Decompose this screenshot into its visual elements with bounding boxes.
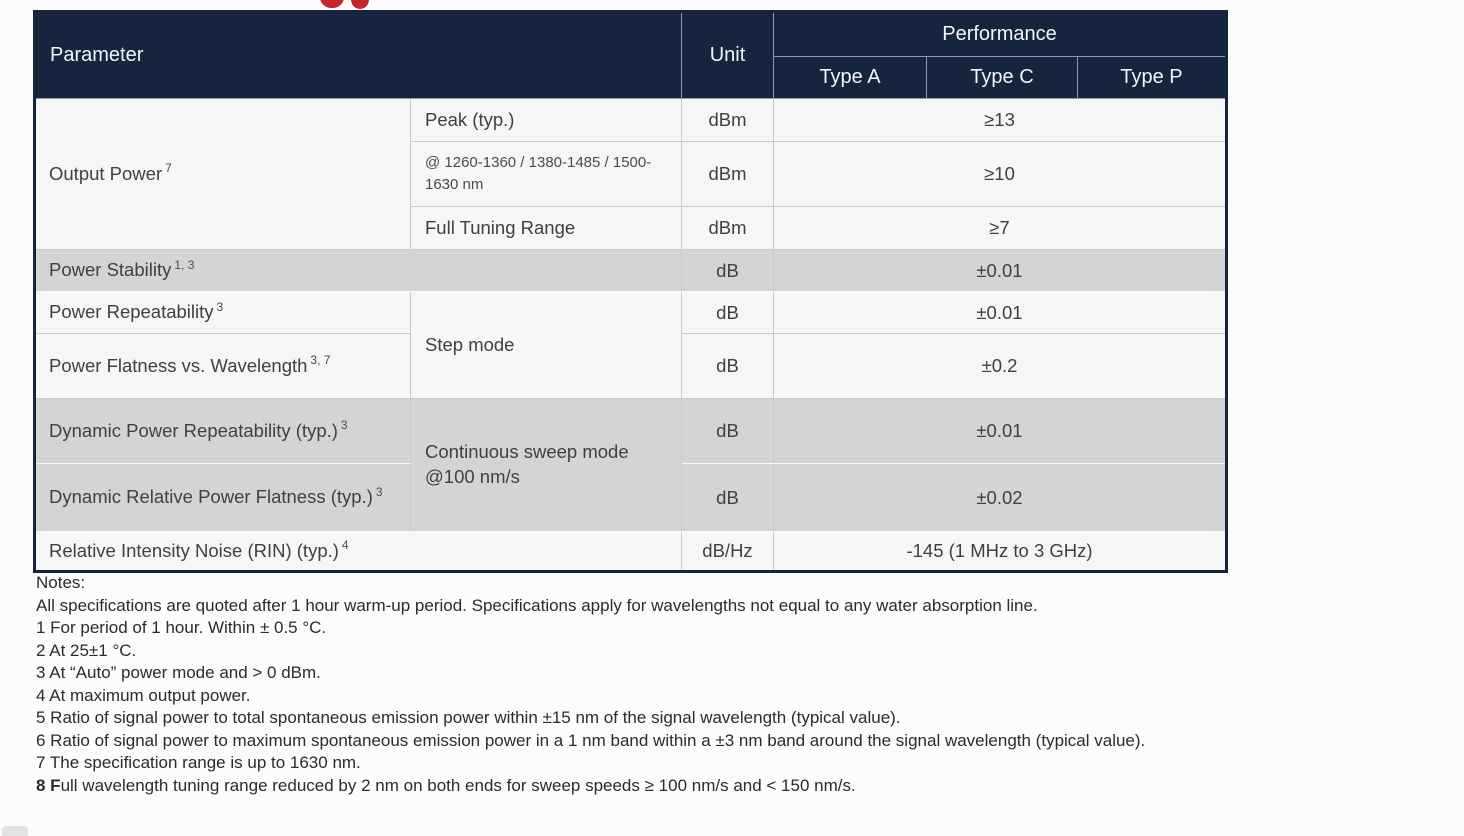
footnote-ref: 3 (340, 418, 348, 433)
cell-dynamic-repeatability-unit: dB (681, 398, 774, 464)
cell-bands-label: @ 1260-1360 / 1380-1485 / 1500-1630 nm (410, 141, 682, 207)
row-rin: Relative Intensity Noise (RIN) (typ.) 4 d… (34, 531, 1227, 572)
footnote-ref: 3, 7 (310, 353, 331, 368)
header-parameter: Parameter (34, 11, 682, 99)
cell-power-stability-value: ±0.01 (773, 249, 1227, 292)
cell-power-repeatability-unit: dB (681, 291, 774, 334)
red-logo-cutoff-fragment (351, 0, 369, 9)
row-dynamic-repeatability: Dynamic Power Repeatability (typ.) 3 Cont… (34, 398, 1227, 532)
header-type-a: Type A (773, 56, 927, 99)
spec-table: Parameter Unit Performance Type A Type C… (33, 10, 1228, 573)
cell-output-power-label: Output Power 7 (34, 98, 411, 250)
cell-peak-unit: dBm (681, 98, 774, 142)
cell-power-repeatability-label: Power Repeatability 3 (34, 291, 411, 334)
note-line: 1 For period of 1 hour. Within ± 0.5 °C. (36, 618, 327, 637)
cell-peak-value: ≥13 (773, 98, 1227, 142)
footnote-ref: 4 (341, 538, 349, 553)
cell-dynamic-flatness-value: ±0.02 (773, 463, 1227, 532)
cell-full-range-label: Full Tuning Range (410, 206, 682, 250)
row-dynamic-flatness: Dynamic Relative Power Flatness (typ.) 3 … (34, 463, 1227, 532)
header-unit: Unit (681, 11, 774, 99)
note-line: 8 Full wavelength tuning range reduced b… (36, 775, 1448, 798)
header-type-p: Type P (1077, 56, 1227, 99)
header-performance: Performance (773, 11, 1227, 57)
cell-power-repeatability-value: ±0.01 (773, 291, 1227, 334)
row-power-stability: Power Stability 1, 3 dB ±0.01 (34, 249, 1227, 292)
cell-dynamic-repeatability-value: ±0.01 (773, 398, 1227, 464)
row-power-repeatability: Power Repeatability 3 Step mode dB ±0.01 (34, 291, 1227, 399)
footnote-ref: 3 (375, 484, 383, 499)
header-row-1: Parameter Unit Performance (34, 11, 1227, 99)
cell-bands-unit: dBm (681, 141, 774, 207)
footnote-ref: 7 (165, 161, 172, 176)
cell-power-stability-unit: dB (681, 249, 774, 292)
header-type-c: Type C (926, 56, 1078, 99)
cell-rin-value: -145 (1 MHz to 3 GHz) (773, 531, 1227, 572)
note-line: 4 At maximum output power. (36, 685, 251, 705)
notes-section: Notes: All specifications are quoted aft… (36, 572, 1448, 797)
cell-full-range-value: ≥7 (773, 206, 1227, 250)
cell-dynamic-repeatability-label: Dynamic Power Repeatability (typ.) 3 (34, 398, 411, 464)
cell-rin-label: Relative Intensity Noise (RIN) (typ.) 4 (34, 531, 682, 572)
cell-rin-unit: dB/Hz (681, 531, 774, 572)
note-line: 3 At “Auto” power mode and > 0 dBm. (36, 663, 321, 682)
cell-power-flatness-unit: dB (681, 333, 774, 399)
bottom-left-cutoff-fragment (2, 826, 28, 836)
cell-dynamic-flatness-label: Dynamic Relative Power Flatness (typ.) 3 (34, 463, 411, 532)
note-8-rest: ull wavelength tuning range reduced by 2… (60, 775, 856, 795)
cell-sweep-mode: Continuous sweep mode @100 nm/s (410, 398, 682, 532)
row-output-power-full-range: Full Tuning Range dBm ≥7 (35, 206, 1227, 250)
note-line: 2 At 25±1 °C. (36, 640, 137, 660)
cell-bands-value: ≥10 (773, 141, 1227, 207)
footnote-ref: 1, 3 (174, 257, 195, 272)
note-line: 5 Ratio of signal power to total spontan… (36, 708, 901, 727)
cell-peak-label: Peak (typ.) (410, 98, 682, 142)
cell-full-range-unit: dBm (681, 206, 774, 250)
row-power-flatness: Power Flatness vs. Wavelength 3, 7 dB ±0.… (34, 333, 1227, 399)
cell-power-flatness-value: ±0.2 (773, 333, 1227, 399)
note-line: All specifications are quoted after 1 ho… (36, 595, 1038, 615)
cell-power-stability-label: Power Stability 1, 3 (34, 249, 682, 292)
spec-table-header: Parameter Unit Performance Type A Type C… (34, 11, 1227, 99)
red-logo-cutoff-fragment (320, 0, 344, 8)
cell-power-flatness-label: Power Flatness vs. Wavelength 3, 7 (34, 333, 411, 399)
cell-step-mode: Step mode (410, 291, 682, 399)
notes-title: Notes: (36, 573, 86, 592)
header-row-2: Type A Type C Type P (35, 56, 1227, 99)
note-line: 7 The specification range is up to 1630 … (36, 753, 361, 772)
note-8-bold-prefix: 8 F (36, 775, 61, 795)
cell-dynamic-flatness-unit: dB (681, 463, 774, 532)
row-output-power-bands: @ 1260-1360 / 1380-1485 / 1500-1630 nm d… (35, 141, 1227, 207)
note-line: 6 Ratio of signal power to maximum spont… (36, 730, 1146, 750)
row-output-power-peak: Output Power 7 Peak (typ.) dBm ≥13 (34, 98, 1227, 250)
footnote-ref: 3 (216, 299, 224, 314)
